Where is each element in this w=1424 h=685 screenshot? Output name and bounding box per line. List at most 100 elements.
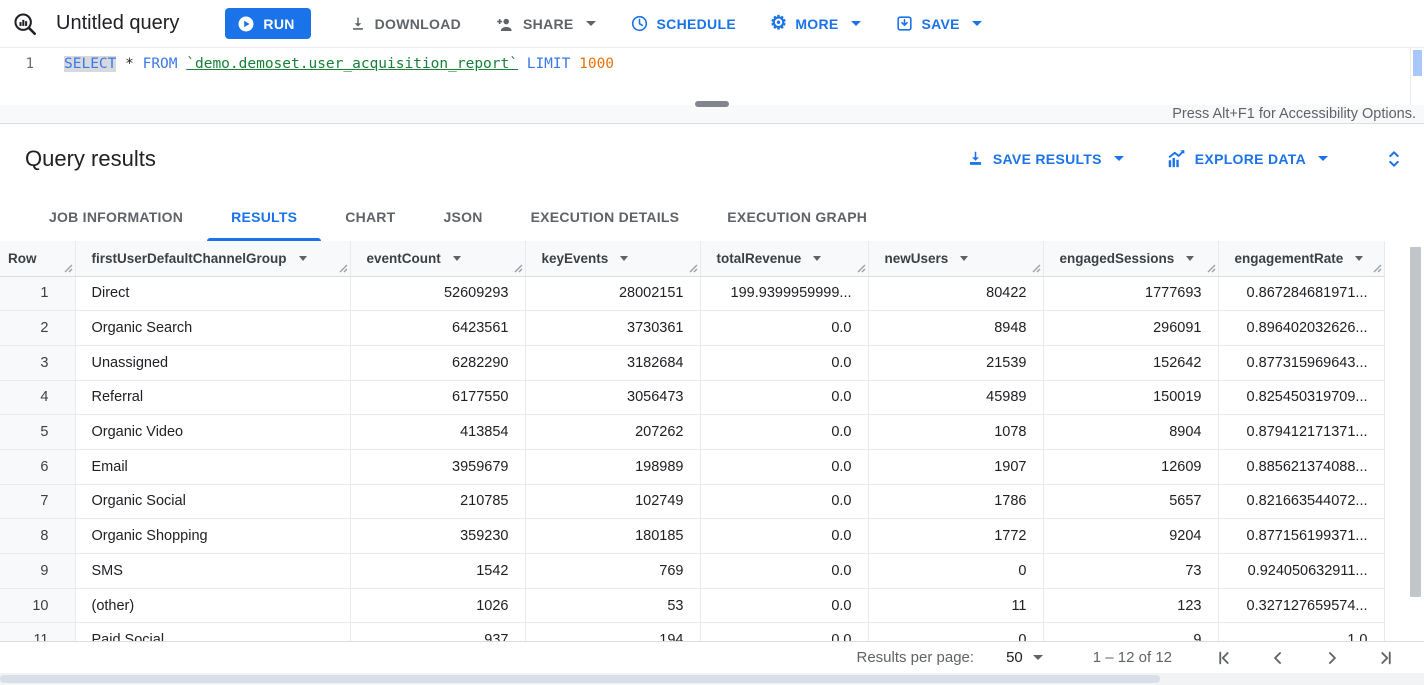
column-menu-caret-icon[interactable] xyxy=(620,256,629,262)
tab-execution-details[interactable]: EXECUTION DETAILS xyxy=(530,209,680,225)
chevron-down-icon xyxy=(1113,156,1124,161)
column-resize-handle[interactable] xyxy=(688,264,698,274)
cell: 0.327127659574... xyxy=(1218,588,1385,624)
column-resize-handle[interactable] xyxy=(338,264,348,274)
explore-data-button[interactable]: EXPLORE DATA xyxy=(1158,143,1336,174)
last-page-button[interactable] xyxy=(1374,646,1398,670)
chevron-down-icon xyxy=(1032,655,1043,660)
cell: 0.0 xyxy=(700,553,869,589)
horizontal-scrollbar-thumb[interactable] xyxy=(0,675,1160,683)
share-button[interactable]: SHARE xyxy=(485,6,606,42)
tab-results[interactable]: RESULTS xyxy=(207,193,322,241)
cell: 73 xyxy=(1043,553,1219,589)
next-page-button[interactable] xyxy=(1320,646,1344,670)
cell: 359230 xyxy=(350,518,526,554)
table-vertical-scrollbar[interactable] xyxy=(1410,245,1421,637)
tab-execution-graph[interactable]: EXECUTION GRAPH xyxy=(727,209,868,225)
cell: 12609 xyxy=(1043,449,1219,485)
cell: 413854 xyxy=(350,414,526,450)
column-header-Row[interactable]: Row xyxy=(0,241,76,277)
cell: 198989 xyxy=(525,449,701,485)
previous-page-button[interactable] xyxy=(1266,646,1290,670)
column-resize-handle[interactable] xyxy=(1372,264,1382,274)
tab-chart[interactable]: CHART xyxy=(345,209,396,225)
column-header-firstUserDefaultChannelGroup[interactable]: firstUserDefaultChannelGroup xyxy=(75,241,351,277)
cell: 6177550 xyxy=(350,380,526,416)
download-icon xyxy=(352,17,363,30)
cell: 194 xyxy=(525,622,701,641)
sql-token-plain xyxy=(570,56,579,72)
page-range-label: 1 – 12 of 12 xyxy=(1092,649,1172,666)
cell: Paid Social xyxy=(75,622,351,641)
column-resize-handle[interactable] xyxy=(1031,264,1041,274)
cell: 11 xyxy=(868,588,1044,624)
cell: 0.879412171371... xyxy=(1218,414,1385,450)
sql-token-table-link[interactable]: `demo.demoset.user_acquisition_report` xyxy=(186,56,518,72)
save-button[interactable]: SAVE xyxy=(885,6,992,42)
column-header-totalRevenue[interactable]: totalRevenue xyxy=(700,241,869,277)
row-number-cell: 6 xyxy=(0,449,76,485)
cell: Email xyxy=(75,449,351,485)
query-title: Untitled query xyxy=(56,12,180,34)
save-results-button[interactable]: SAVE RESULTS xyxy=(958,143,1132,174)
column-menu-caret-icon[interactable] xyxy=(813,256,822,262)
column-header-engagementRate[interactable]: engagementRate xyxy=(1218,241,1385,277)
sql-editor[interactable]: 1 SELECT * FROM `demo.demoset.user_acqui… xyxy=(0,48,1424,105)
chevron-down-icon xyxy=(971,21,982,26)
table-scrollbar-thumb[interactable] xyxy=(1410,247,1421,597)
column-label: keyEvents xyxy=(541,251,609,267)
column-header-keyEvents[interactable]: keyEvents xyxy=(525,241,701,277)
horizontal-scrollbar[interactable] xyxy=(0,673,1424,685)
row-number-cell: 8 xyxy=(0,518,76,554)
cell: 0.0 xyxy=(700,345,869,381)
cell: 0.0 xyxy=(700,588,869,624)
column-resize-handle[interactable] xyxy=(63,264,73,274)
column-menu-caret-icon[interactable] xyxy=(1355,256,1364,262)
column-resize-handle[interactable] xyxy=(513,264,523,274)
sql-code-line[interactable]: SELECT * FROM `demo.demoset.user_acquisi… xyxy=(46,56,614,72)
first-page-button[interactable] xyxy=(1212,646,1236,670)
cell: 0.924050632911... xyxy=(1218,553,1385,589)
chevron-down-icon xyxy=(585,21,596,26)
cell: 123 xyxy=(1043,588,1219,624)
cell: 0.867284681971... xyxy=(1218,276,1385,312)
panel-resize-handle[interactable] xyxy=(695,101,729,107)
line-number: 1 xyxy=(25,56,34,72)
column-menu-caret-icon[interactable] xyxy=(1186,256,1195,262)
column-header-eventCount[interactable]: eventCount xyxy=(350,241,526,277)
cell: Referral xyxy=(75,380,351,416)
column-header-newUsers[interactable]: newUsers xyxy=(868,241,1044,277)
expand-collapse-panel-button[interactable] xyxy=(1380,144,1408,174)
column-resize-handle[interactable] xyxy=(856,264,866,274)
cell: 150019 xyxy=(1043,380,1219,416)
column-resize-handle[interactable] xyxy=(1206,264,1216,274)
sql-token-plain xyxy=(178,56,187,72)
tab-job-information[interactable]: JOB INFORMATION xyxy=(49,209,184,225)
sql-token-plain: * xyxy=(116,56,143,72)
row-number-cell: 9 xyxy=(0,553,76,589)
column-menu-caret-icon[interactable] xyxy=(960,256,969,262)
cell: 1772 xyxy=(868,518,1044,554)
column-header-engagedSessions[interactable]: engagedSessions xyxy=(1043,241,1219,277)
row-number-cell: 2 xyxy=(0,310,76,346)
column-menu-caret-icon[interactable] xyxy=(452,256,461,262)
cell: 296091 xyxy=(1043,310,1219,346)
column-menu-caret-icon[interactable] xyxy=(298,256,307,262)
cell: 5657 xyxy=(1043,484,1219,520)
cell: 769 xyxy=(525,553,701,589)
run-button[interactable]: RUN xyxy=(225,8,311,39)
editor-scrollbar-thumb[interactable] xyxy=(1413,50,1422,76)
cell: Direct xyxy=(75,276,351,312)
results-per-page-select[interactable]: 50 xyxy=(1000,648,1049,667)
cell: 0.877315969643... xyxy=(1218,345,1385,381)
download-button[interactable]: DOWNLOAD xyxy=(339,6,471,42)
schedule-button[interactable]: SCHEDULE xyxy=(620,6,746,42)
editor-scrollbar[interactable] xyxy=(1410,48,1424,105)
tab-json[interactable]: JSON xyxy=(443,209,483,225)
cell: 0.0 xyxy=(700,484,869,520)
table-row: 2 Organic Search 6423561 3730361 0.0 8948 2960… xyxy=(0,310,1385,346)
cell: 21539 xyxy=(868,345,1044,381)
table-row: 4 Referral 6177550 3056473 0.0 45989 150019 0.8… xyxy=(0,380,1385,416)
cell: 207262 xyxy=(525,414,701,450)
more-button[interactable]: ⚙ MORE xyxy=(760,6,871,42)
